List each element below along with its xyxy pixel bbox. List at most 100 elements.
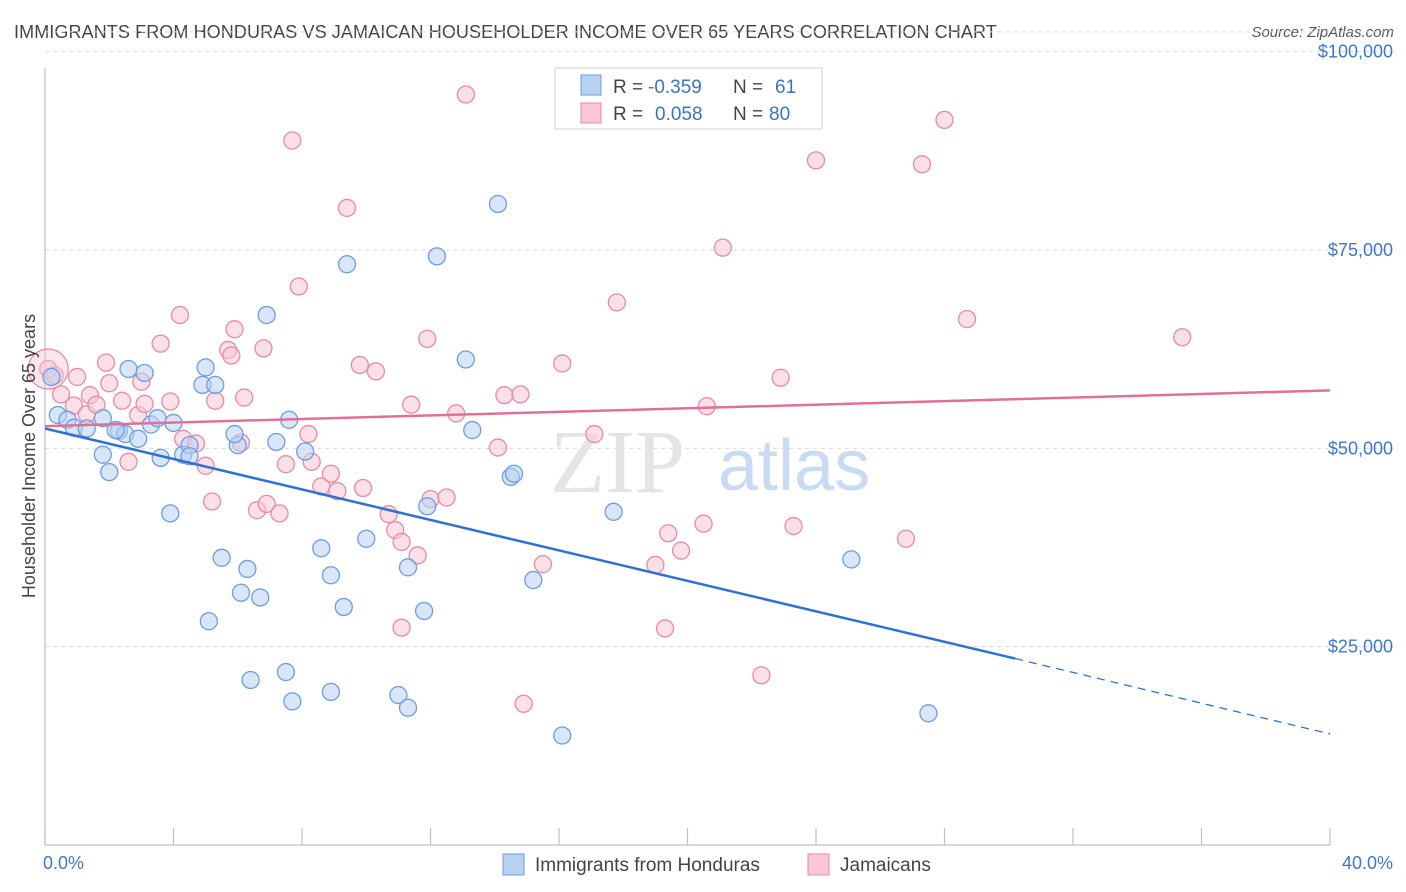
- data-point: [135, 394, 154, 414]
- data-point: [553, 354, 572, 373]
- data-point: [514, 694, 533, 713]
- data-point: [1173, 328, 1192, 347]
- data-point: [51, 385, 71, 404]
- data-point: [659, 524, 678, 543]
- data-point: [495, 386, 514, 405]
- data-point: [694, 514, 713, 533]
- data-point: [321, 682, 341, 702]
- series-legend: Immigrants from Honduras Jamaicans: [502, 853, 931, 876]
- data-point: [806, 151, 826, 170]
- data-point: [533, 555, 553, 574]
- legend-n-label-blue: N =: [733, 77, 763, 98]
- bottom-legend-label-pink: Jamaicans: [840, 855, 931, 876]
- data-point: [235, 388, 254, 407]
- x-tick-label-max: 40.0%: [1342, 853, 1393, 873]
- trend-line-honduras: [44, 427, 1016, 660]
- data-point: [418, 497, 437, 516]
- data-point: [257, 305, 276, 325]
- chart-source: Source: ZipAtlas.com: [1251, 24, 1394, 41]
- data-point: [241, 670, 260, 690]
- data-point: [697, 397, 716, 416]
- data-point: [604, 502, 623, 521]
- honduras-points: [42, 194, 938, 745]
- data-point: [504, 464, 524, 483]
- y-tick-label: $75,000: [1328, 240, 1393, 260]
- data-point: [392, 532, 411, 552]
- data-point: [398, 698, 418, 717]
- data-point: [655, 619, 675, 638]
- data-point: [392, 618, 411, 637]
- data-point: [713, 238, 732, 257]
- legend-n-value-pink: 80: [769, 104, 790, 125]
- data-point: [251, 588, 270, 607]
- data-point: [337, 198, 357, 218]
- data-point: [212, 548, 231, 567]
- data-point: [276, 455, 296, 474]
- data-point: [585, 424, 604, 444]
- data-point: [607, 293, 626, 312]
- data-point: [225, 424, 244, 444]
- data-point: [321, 566, 341, 585]
- data-point: [935, 110, 954, 130]
- data-point: [206, 375, 225, 395]
- trend-line-jamaicans: [44, 389, 1331, 428]
- data-point: [296, 442, 315, 461]
- legend-swatch-blue: [580, 74, 602, 96]
- data-point: [366, 362, 386, 381]
- x-ticks: [44, 828, 1331, 845]
- data-point: [276, 662, 296, 682]
- y-tick-labels: $25,000 $50,000 $75,000 $100,000: [1318, 42, 1393, 657]
- legend-r-value-pink: 0.058: [655, 104, 703, 125]
- data-point: [196, 358, 215, 377]
- legend-r-value-blue: -0.359: [648, 77, 702, 98]
- data-point: [896, 529, 916, 548]
- x-tick-label-min: 0.0%: [43, 853, 84, 873]
- data-point: [337, 255, 357, 274]
- trend-line-honduras-extension: [1015, 657, 1331, 735]
- data-point: [77, 419, 96, 438]
- y-tick-label: $50,000: [1328, 438, 1393, 458]
- axes: [44, 68, 1330, 846]
- data-point: [488, 438, 508, 457]
- data-point: [437, 488, 456, 507]
- data-point: [67, 367, 87, 387]
- legend-n-label-pink: N =: [733, 104, 763, 125]
- data-point: [225, 320, 244, 339]
- watermark-zip: ZIP: [550, 413, 685, 512]
- data-point: [524, 570, 543, 590]
- bottom-legend-swatch-pink: [807, 853, 830, 876]
- data-point: [42, 367, 61, 387]
- data-point: [511, 385, 530, 404]
- data-point: [231, 583, 251, 602]
- data-point: [270, 504, 289, 523]
- data-point: [151, 334, 170, 353]
- data-point: [752, 666, 771, 685]
- data-point: [842, 550, 861, 569]
- bottom-legend-swatch-blue: [502, 853, 525, 876]
- data-point: [112, 391, 132, 410]
- data-point: [414, 601, 434, 621]
- data-point: [238, 559, 257, 579]
- data-point: [129, 429, 148, 448]
- bottom-legend-label-blue: Immigrants from Honduras: [535, 855, 760, 876]
- data-point: [283, 692, 302, 711]
- data-point: [93, 409, 112, 428]
- legend-n-value-blue: 61: [775, 77, 796, 98]
- data-point: [321, 464, 341, 483]
- y-tick-label: $25,000: [1328, 637, 1393, 657]
- data-point: [463, 420, 482, 440]
- data-point: [771, 368, 790, 387]
- data-point: [299, 424, 318, 444]
- data-point: [408, 546, 427, 565]
- legend-swatch-pink: [580, 102, 602, 124]
- chart-title: IMMIGRANTS FROM HONDURAS VS JAMAICAN HOU…: [14, 22, 997, 42]
- data-point: [671, 541, 691, 560]
- data-point: [161, 504, 180, 523]
- trend-lines: [44, 389, 1331, 735]
- data-point: [328, 482, 347, 501]
- data-point: [389, 685, 408, 705]
- data-point: [257, 494, 276, 514]
- data-point: [100, 462, 119, 482]
- legend-r-label-pink: R =: [613, 104, 643, 125]
